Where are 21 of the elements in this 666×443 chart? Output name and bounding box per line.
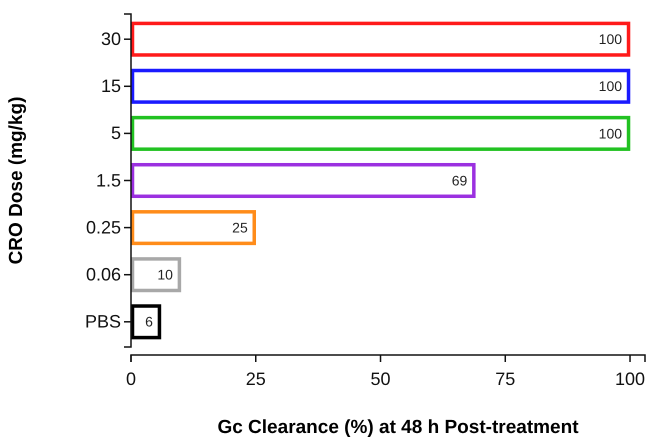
y-tick-label: 1.5	[96, 170, 121, 190]
data-label: 100	[598, 78, 622, 94]
data-label: 10	[157, 266, 174, 283]
y-tick-label: 5	[110, 123, 121, 144]
x-tick-label: 100	[615, 368, 646, 389]
x-axis-title: Gc Clearance (%) at 48 h Post-treatment	[217, 417, 580, 438]
y-axis-title: CRO Dose (mg/kg)	[6, 96, 27, 264]
data-label: 100	[598, 31, 622, 48]
data-label: 69	[452, 172, 468, 188]
x-tick-label: 75	[495, 368, 516, 389]
y-tick-label: 30	[100, 28, 121, 49]
data-label: 25	[232, 220, 248, 236]
y-tick-label: 15	[100, 76, 121, 96]
x-tick-label: 0	[126, 368, 136, 389]
y-tick-label: PBS	[84, 312, 121, 332]
x-tick-label: 50	[370, 368, 391, 389]
x-tick-label: 25	[246, 368, 266, 389]
y-tick-label: 0.25	[86, 217, 121, 238]
y-tick-label: 0.06	[86, 264, 121, 284]
data-label: 100	[598, 125, 622, 142]
data-label: 6	[145, 314, 154, 330]
